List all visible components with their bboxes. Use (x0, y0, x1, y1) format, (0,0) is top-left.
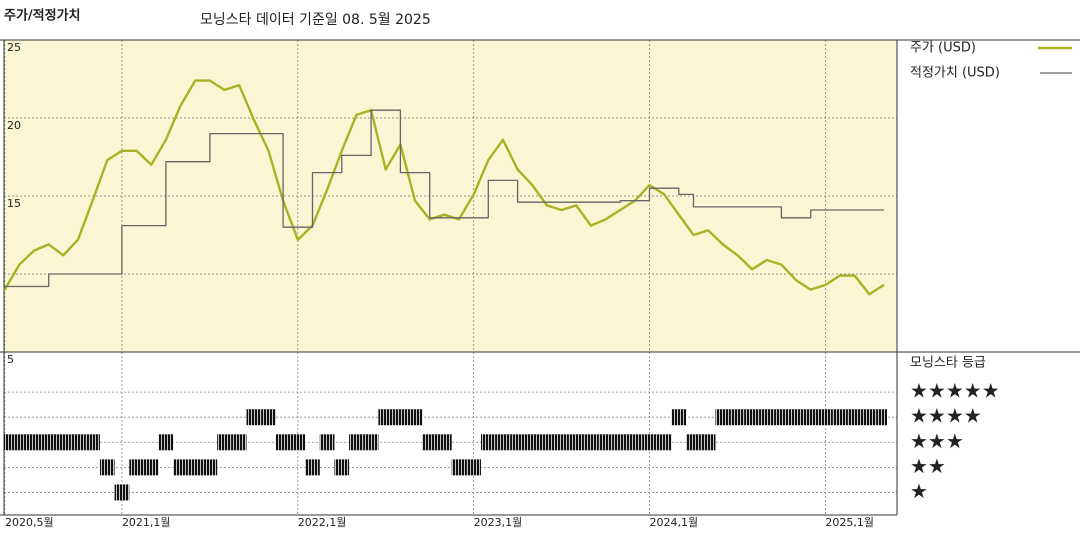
x-tick-label: 2024,1월 (650, 516, 699, 529)
rating-label: ★ (910, 479, 928, 503)
price-line (3, 79, 885, 296)
rating-bar (642, 434, 657, 451)
rating-bar (99, 459, 115, 476)
rating-bar (788, 409, 804, 426)
rating-bar (832, 409, 848, 426)
rating-bar (700, 434, 716, 451)
rating-bar (818, 409, 833, 426)
rating-bar (876, 409, 887, 426)
rating-bar (217, 434, 232, 451)
rating-bar (378, 409, 394, 426)
rating-label: ★★★★ (910, 404, 982, 428)
rating-bar (847, 409, 863, 426)
rating-title: 모닝스타 등급 (910, 356, 986, 371)
rating-bar (862, 409, 877, 426)
rating-bar (55, 434, 71, 451)
rating-bar (187, 459, 203, 476)
rating-bar (173, 459, 188, 476)
rating-bar (202, 459, 218, 476)
rating-bar (510, 434, 525, 451)
chart-title: 주가/적정가치 (4, 8, 81, 24)
y-tick-label: 25 (7, 41, 21, 54)
rating-bar (290, 434, 306, 451)
rating-bar (85, 434, 100, 451)
y-tick-label: 20 (7, 119, 21, 132)
y-tick-label: 5 (7, 353, 14, 366)
rating-bar (451, 459, 467, 476)
rating-bar (759, 409, 775, 426)
rating-bar (261, 409, 276, 426)
chart-subtitle: 모닝스타 데이터 기준일 08. 5월 2025 (200, 12, 431, 28)
x-tick-label: 2021,1월 (122, 516, 171, 529)
rating-bar (231, 434, 247, 451)
rating-bar (158, 434, 174, 451)
rating-bar (393, 409, 408, 426)
x-tick-label: 2025,1월 (825, 516, 874, 529)
y-tick-label: 15 (7, 197, 21, 210)
rating-bar (407, 409, 423, 426)
rating-bar (12, 434, 27, 451)
rating-bar (803, 409, 819, 426)
rating-label: ★★★ (910, 429, 964, 453)
rating-bar (583, 434, 599, 451)
rating-bar (422, 434, 438, 451)
rating-bar (480, 434, 496, 451)
rating-bar (275, 434, 291, 451)
rating-bar (305, 459, 320, 476)
rating-bar (129, 459, 144, 476)
x-tick-label: 2020,5월 (5, 516, 54, 529)
rating-bar (246, 409, 262, 426)
rating-bar (349, 434, 364, 451)
rating-label: ★★ (910, 454, 946, 478)
rating-bar (495, 434, 511, 451)
rating-bar (319, 434, 335, 451)
rating-bar (730, 409, 745, 426)
rating-bar (4, 434, 13, 451)
rating-bar (41, 434, 56, 451)
rating-bar (539, 434, 555, 451)
rating-bar (70, 434, 86, 451)
rating-bar (554, 434, 569, 451)
rating-bar (671, 409, 687, 426)
rating-bar (656, 434, 672, 451)
legend-label: 주가 (USD) (910, 41, 976, 56)
rating-bar (774, 409, 789, 426)
rating-bar (437, 434, 452, 451)
rating-bar (466, 459, 481, 476)
x-tick-label: 2023,1월 (474, 516, 523, 529)
rating-bar (744, 409, 760, 426)
rating-bar (114, 484, 130, 501)
rating-bar (334, 459, 350, 476)
rating-bar (612, 434, 628, 451)
x-tick-label: 2022,1월 (298, 516, 347, 529)
rating-label: ★★★★★ (910, 379, 1000, 403)
rating-bar (627, 434, 643, 451)
rating-bar (598, 434, 613, 451)
rating-bar (26, 434, 42, 451)
rating-bar (143, 459, 159, 476)
legend-label: 적정가치 (USD) (910, 66, 1000, 81)
rating-bar (363, 434, 379, 451)
rating-bar (568, 434, 584, 451)
rating-bar (715, 409, 731, 426)
rating-bar (524, 434, 540, 451)
rating-bar (686, 434, 701, 451)
fair-value-line (4, 109, 884, 288)
